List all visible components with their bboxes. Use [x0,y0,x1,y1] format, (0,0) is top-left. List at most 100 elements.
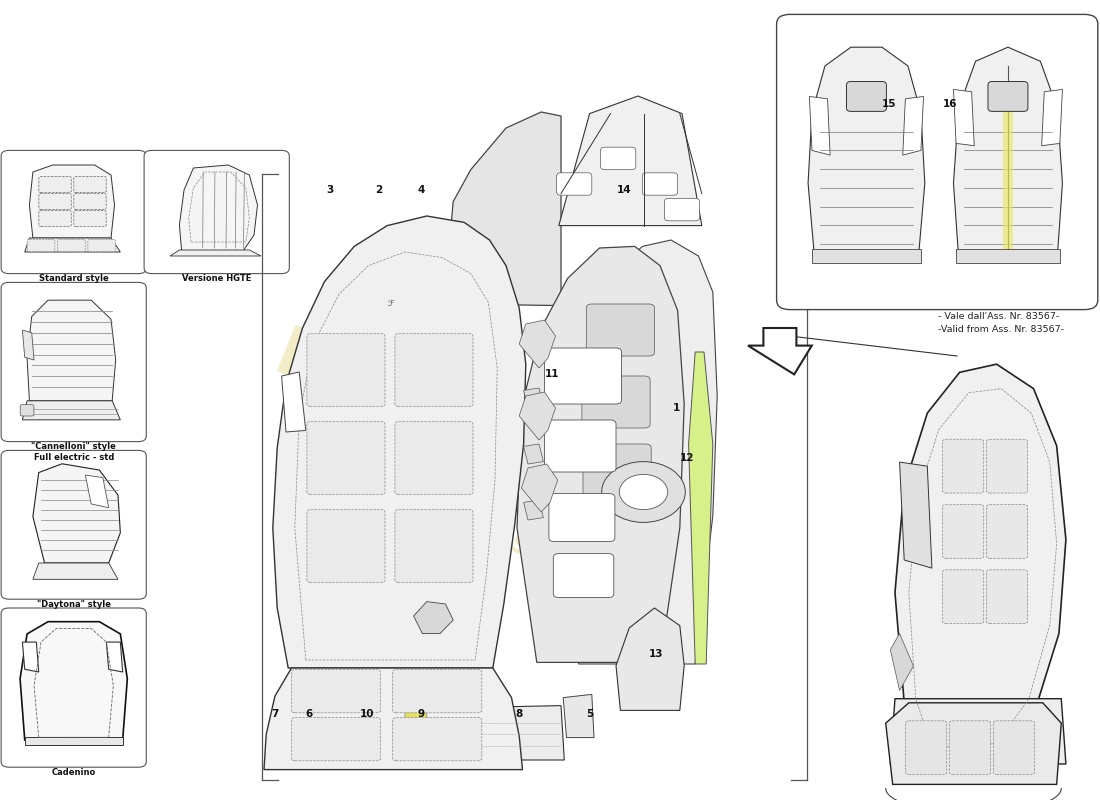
FancyBboxPatch shape [395,510,473,582]
FancyBboxPatch shape [777,14,1098,310]
Polygon shape [449,112,561,306]
FancyBboxPatch shape [544,348,622,404]
Polygon shape [524,332,543,352]
Text: 9: 9 [418,709,425,718]
Polygon shape [1003,85,1013,249]
FancyBboxPatch shape [307,334,385,406]
Polygon shape [449,706,564,760]
FancyBboxPatch shape [395,334,473,406]
Circle shape [405,708,427,724]
Polygon shape [374,682,455,752]
FancyBboxPatch shape [393,670,482,713]
Text: 12: 12 [680,453,695,462]
Polygon shape [414,602,453,634]
FancyBboxPatch shape [601,147,636,170]
FancyBboxPatch shape [1,608,146,767]
FancyBboxPatch shape [144,150,289,274]
Polygon shape [954,90,975,146]
FancyBboxPatch shape [28,239,55,251]
FancyBboxPatch shape [664,198,700,221]
FancyBboxPatch shape [1,282,146,442]
Polygon shape [517,246,684,662]
Polygon shape [30,165,114,238]
Polygon shape [273,216,526,668]
Text: 15: 15 [881,99,896,109]
Text: "Daytona" style: "Daytona" style [36,600,111,609]
Text: 8: 8 [516,709,522,718]
Polygon shape [519,320,556,368]
Polygon shape [956,249,1059,263]
Polygon shape [519,392,556,440]
Polygon shape [24,238,120,252]
Polygon shape [524,388,543,408]
FancyBboxPatch shape [292,718,381,761]
FancyBboxPatch shape [987,439,1027,493]
Text: 5: 5 [586,709,593,718]
Polygon shape [903,97,924,155]
Text: 3: 3 [327,186,333,195]
Polygon shape [22,401,120,420]
Polygon shape [890,634,913,690]
FancyBboxPatch shape [39,194,72,210]
Text: 6: 6 [306,709,312,718]
Polygon shape [895,364,1066,756]
FancyBboxPatch shape [39,210,72,226]
Text: Cadenino: Cadenino [52,768,96,777]
Polygon shape [33,464,120,563]
Text: 14: 14 [616,186,631,195]
Text: 13: 13 [648,650,663,659]
FancyBboxPatch shape [987,570,1027,624]
Polygon shape [22,642,38,672]
Polygon shape [748,328,812,374]
Text: 2: 2 [375,186,382,195]
Polygon shape [563,694,594,738]
Text: a passion since 1989: a passion since 1989 [337,459,697,629]
Polygon shape [86,475,109,508]
Polygon shape [954,47,1063,258]
Polygon shape [808,47,925,258]
Circle shape [602,462,685,522]
FancyBboxPatch shape [943,570,983,624]
FancyBboxPatch shape [949,721,991,774]
Text: ℱ: ℱ [387,299,394,309]
FancyBboxPatch shape [987,505,1027,558]
FancyBboxPatch shape [395,422,473,494]
Text: 7: 7 [272,709,278,718]
Polygon shape [616,608,684,710]
FancyBboxPatch shape [74,194,107,210]
Text: Standard style: Standard style [39,274,109,282]
FancyBboxPatch shape [988,82,1027,111]
Polygon shape [107,642,123,672]
Polygon shape [264,668,522,770]
FancyBboxPatch shape [943,439,983,493]
Polygon shape [170,250,261,256]
FancyBboxPatch shape [586,304,654,356]
FancyBboxPatch shape [1,450,146,599]
FancyBboxPatch shape [292,670,381,713]
Text: - Vale dall'Ass. Nr. 83567-
-Valid from Ass. Nr. 83567-: - Vale dall'Ass. Nr. 83567- -Valid from … [938,312,1065,334]
FancyBboxPatch shape [642,173,678,195]
Polygon shape [561,240,717,664]
Text: 16: 16 [943,99,958,109]
Text: Versione HGTE: Versione HGTE [182,274,252,282]
FancyBboxPatch shape [20,405,34,416]
Text: 4: 4 [418,186,425,195]
Text: "Cannelloni" style
Full electric - std: "Cannelloni" style Full electric - std [31,442,117,462]
Polygon shape [521,464,558,512]
FancyBboxPatch shape [393,718,482,761]
FancyBboxPatch shape [88,239,116,251]
Text: 1: 1 [673,403,680,413]
Polygon shape [524,500,543,520]
Circle shape [619,474,668,510]
FancyBboxPatch shape [943,505,983,558]
Polygon shape [886,702,1062,784]
Polygon shape [1042,90,1063,146]
Polygon shape [282,372,306,432]
Text: 11: 11 [544,370,560,379]
FancyBboxPatch shape [993,721,1034,774]
Polygon shape [345,650,376,676]
FancyBboxPatch shape [847,82,887,111]
FancyBboxPatch shape [57,239,85,251]
Polygon shape [179,165,257,252]
FancyBboxPatch shape [544,420,616,472]
